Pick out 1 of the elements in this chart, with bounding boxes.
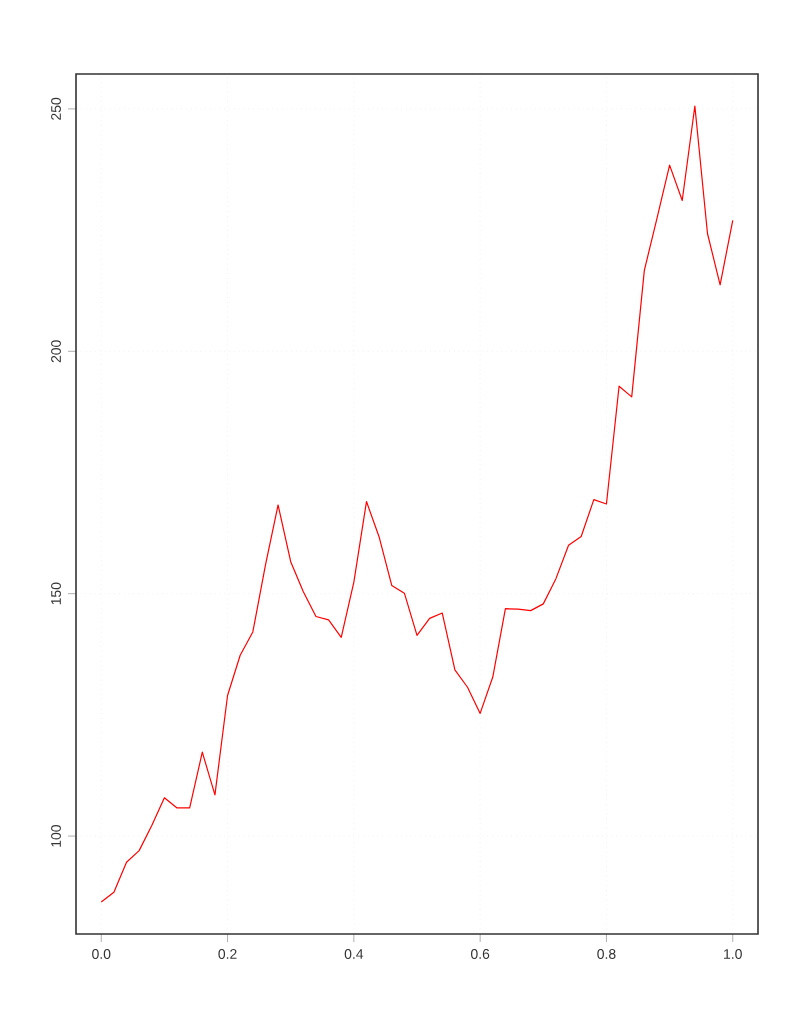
line-series <box>100 105 734 903</box>
